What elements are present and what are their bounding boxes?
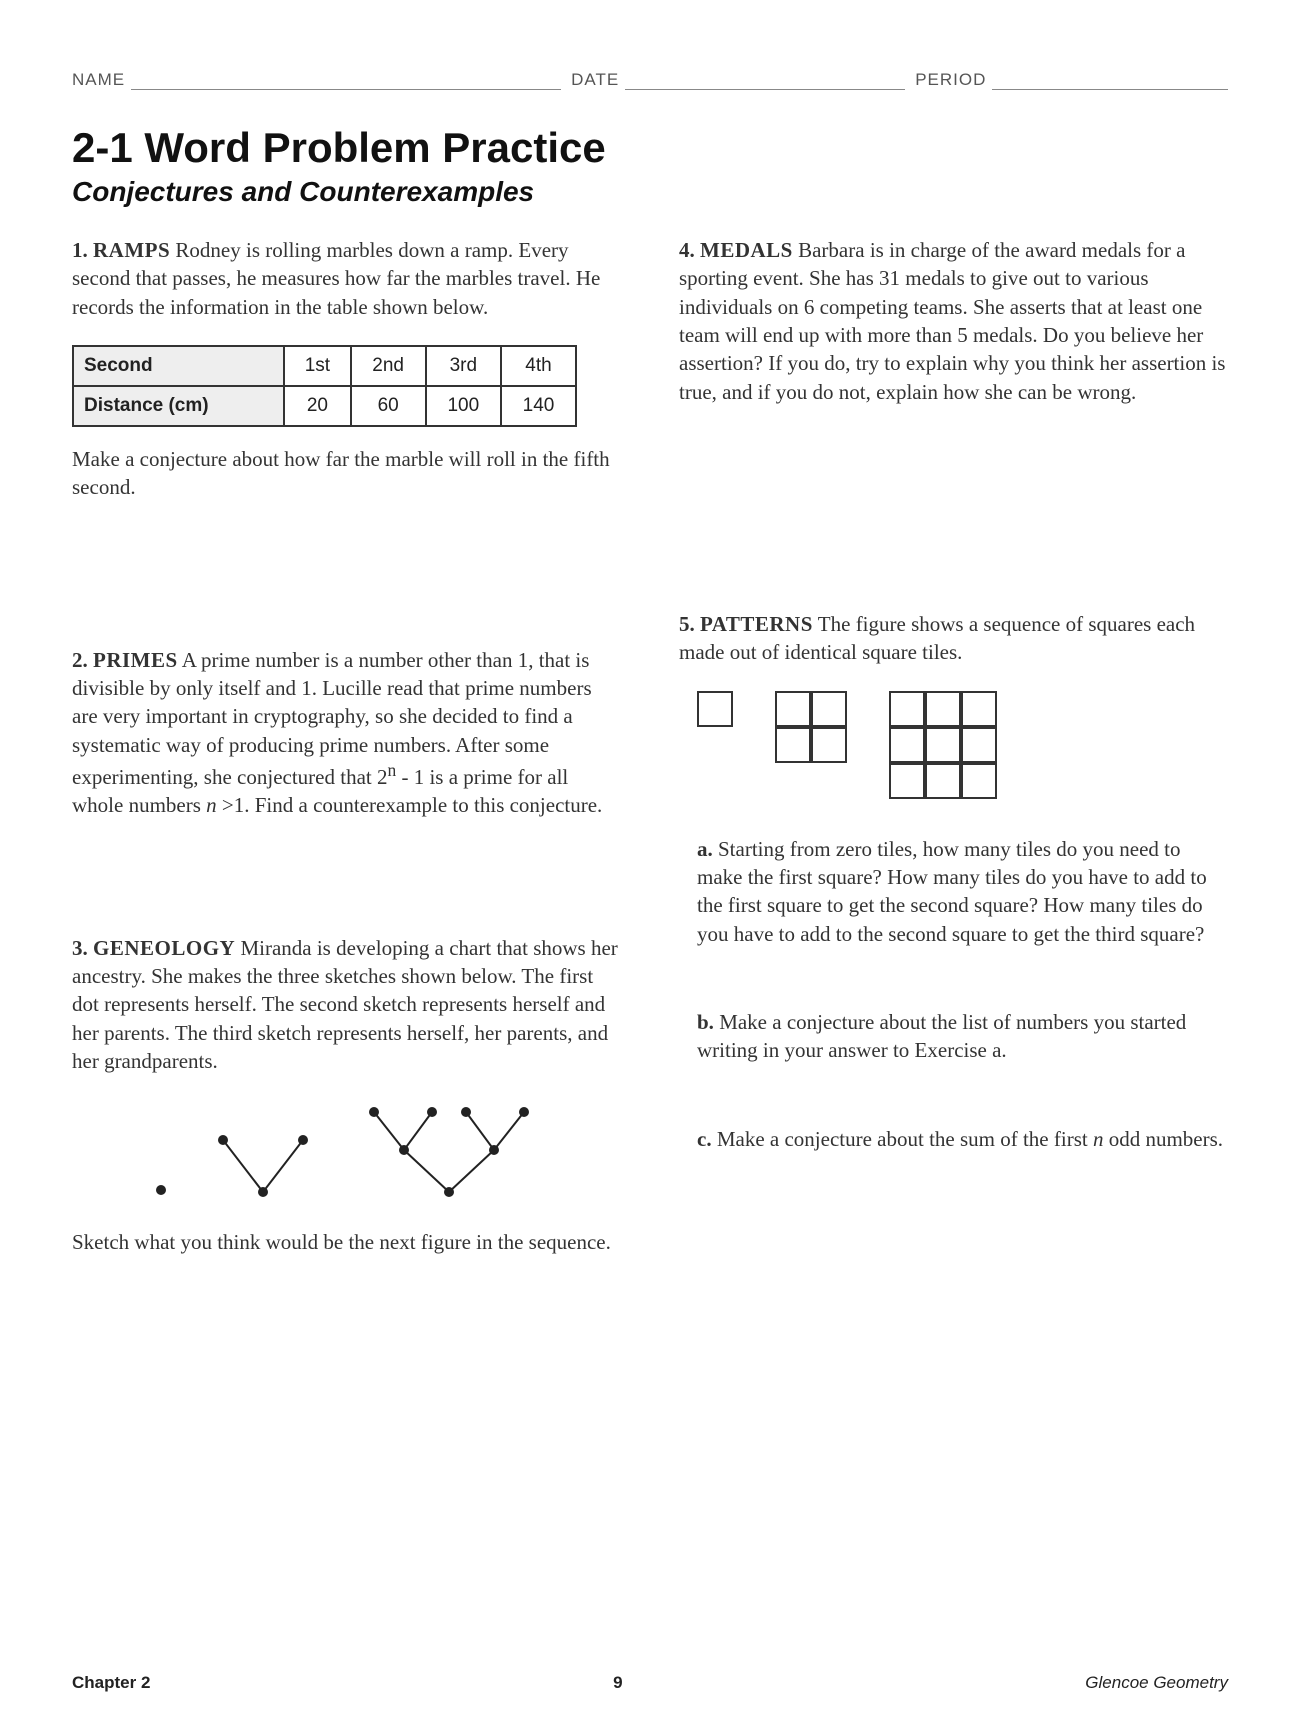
footer-source: Glencoe Geometry	[1085, 1673, 1228, 1693]
left-column: 1. RAMPS Rodney is rolling marbles down …	[72, 236, 621, 1280]
q2-topic: PRIMES	[93, 648, 178, 672]
table-cell: 100	[426, 386, 501, 426]
q2-number: 2.	[72, 648, 88, 672]
footer-chapter: Chapter 2	[72, 1673, 150, 1693]
q4-text: Barbara is in charge of the award medals…	[679, 238, 1225, 404]
question-5: 5. PATTERNS The figure shows a sequence …	[679, 610, 1228, 667]
table-cell: 140	[501, 386, 576, 426]
q5c-text-b: odd numbers.	[1103, 1127, 1223, 1151]
tree-level-1-icon	[208, 1110, 318, 1200]
q5-topic: PATTERNS	[700, 612, 813, 636]
question-1: 1. RAMPS Rodney is rolling marbles down …	[72, 236, 621, 321]
q4-topic: MEDALS	[700, 238, 793, 262]
worksheet-header: NAME DATE PERIOD	[72, 70, 1228, 90]
q5c-label: c.	[697, 1127, 712, 1151]
square-3x3-icon	[889, 691, 997, 799]
footer-page-number: 9	[613, 1673, 622, 1693]
q5b-label: b.	[697, 1010, 714, 1034]
date-label: DATE	[571, 70, 625, 90]
q5-number: 5.	[679, 612, 695, 636]
q1-number: 1.	[72, 238, 88, 262]
name-label: NAME	[72, 70, 131, 90]
q5-squares-diagram	[697, 691, 1228, 799]
table-cell: 20	[284, 386, 350, 426]
table-cell: 2nd	[351, 346, 426, 386]
q1-topic: RAMPS	[93, 238, 170, 262]
tree-level-0-icon	[150, 1110, 172, 1200]
q3-topic: GENEOLOGY	[93, 936, 235, 960]
q5a-text: Starting from zero tiles, how many tiles…	[697, 837, 1207, 946]
page-subtitle: Conjectures and Counterexamples	[72, 176, 1228, 208]
square-2x2-icon	[775, 691, 847, 763]
q5-part-a: a. Starting from zero tiles, how many ti…	[697, 835, 1228, 948]
q5c-text-a: Make a conjecture about the sum of the f…	[712, 1127, 1093, 1151]
q3-number: 3.	[72, 936, 88, 960]
name-blank[interactable]	[131, 76, 561, 90]
page-title: 2-1 Word Problem Practice	[72, 124, 1228, 172]
question-2: 2. PRIMES A prime number is a number oth…	[72, 646, 621, 820]
table-row: Distance (cm) 20 60 100 140	[73, 386, 576, 426]
table-header-second: Second	[73, 346, 284, 386]
right-column: 4. MEDALS Barbara is in charge of the aw…	[679, 236, 1228, 1280]
table-row: Second 1st 2nd 3rd 4th	[73, 346, 576, 386]
q5b-text: Make a conjecture about the list of numb…	[697, 1010, 1186, 1062]
table-cell: 4th	[501, 346, 576, 386]
page-footer: Chapter 2 9 Glencoe Geometry	[72, 1673, 1228, 1693]
table-cell: 60	[351, 386, 426, 426]
question-3: 3. GENEOLOGY Miranda is developing a cha…	[72, 934, 621, 1076]
q5a-label: a.	[697, 837, 713, 861]
q4-number: 4.	[679, 238, 695, 262]
q5-part-b: b. Make a conjecture about the list of n…	[697, 1008, 1228, 1065]
tree-level-2-icon	[354, 1100, 544, 1200]
q3-instruction: Sketch what you think would be the next …	[72, 1228, 621, 1256]
table-header-distance: Distance (cm)	[73, 386, 284, 426]
period-blank[interactable]	[992, 76, 1228, 90]
q1-table: Second 1st 2nd 3rd 4th Distance (cm) 20 …	[72, 345, 577, 427]
q2-text-c: >1. Find a counterexample to this conjec…	[217, 793, 603, 817]
q3-tree-diagram	[72, 1100, 621, 1200]
question-4: 4. MEDALS Barbara is in charge of the aw…	[679, 236, 1228, 406]
date-blank[interactable]	[625, 76, 905, 90]
q2-var: n	[206, 793, 217, 817]
table-cell: 3rd	[426, 346, 501, 386]
square-1x1-icon	[697, 691, 733, 727]
q2-sup: n	[387, 760, 396, 780]
table-cell: 1st	[284, 346, 350, 386]
period-label: PERIOD	[915, 70, 992, 90]
q5-part-c: c. Make a conjecture about the sum of th…	[697, 1125, 1228, 1153]
q1-instruction: Make a conjecture about how far the marb…	[72, 445, 621, 502]
q5c-var: n	[1093, 1127, 1104, 1151]
